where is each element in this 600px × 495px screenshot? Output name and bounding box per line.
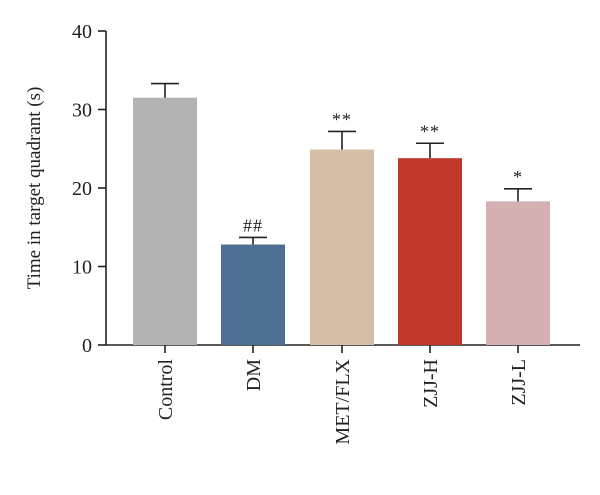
- significance-marker: **: [332, 109, 352, 129]
- significance-marker: ##: [243, 215, 263, 235]
- x-tick-label: ZJJ-H: [420, 359, 442, 408]
- bar: [133, 97, 197, 345]
- error-bars-layer: [151, 82, 532, 245]
- x-tick-label: Control: [155, 359, 177, 421]
- y-tick-label: 0: [82, 335, 92, 357]
- significance-marker: *: [513, 167, 523, 187]
- bar: [398, 158, 462, 345]
- labels-layer: 0 10 20 30 40 Control ## DM ** MET/FLX ** ZJJ-H * ZJJ…: [72, 21, 530, 445]
- bar: [221, 244, 285, 345]
- bars-layer: [133, 97, 550, 345]
- y-tick-label: 40: [72, 21, 92, 43]
- x-tick-label: MET/FLX: [332, 358, 354, 444]
- significance-marker: **: [420, 121, 440, 141]
- x-tick-label: DM: [243, 359, 265, 391]
- bar: [486, 201, 550, 345]
- bar: [310, 149, 374, 345]
- x-tick-label: ZJJ-L: [508, 359, 530, 406]
- y-axis-label: Time in target quadrant (s): [24, 87, 45, 290]
- y-tick-label: 20: [72, 178, 92, 200]
- y-tick-label: 10: [72, 257, 92, 279]
- y-tick-label: 30: [72, 100, 92, 122]
